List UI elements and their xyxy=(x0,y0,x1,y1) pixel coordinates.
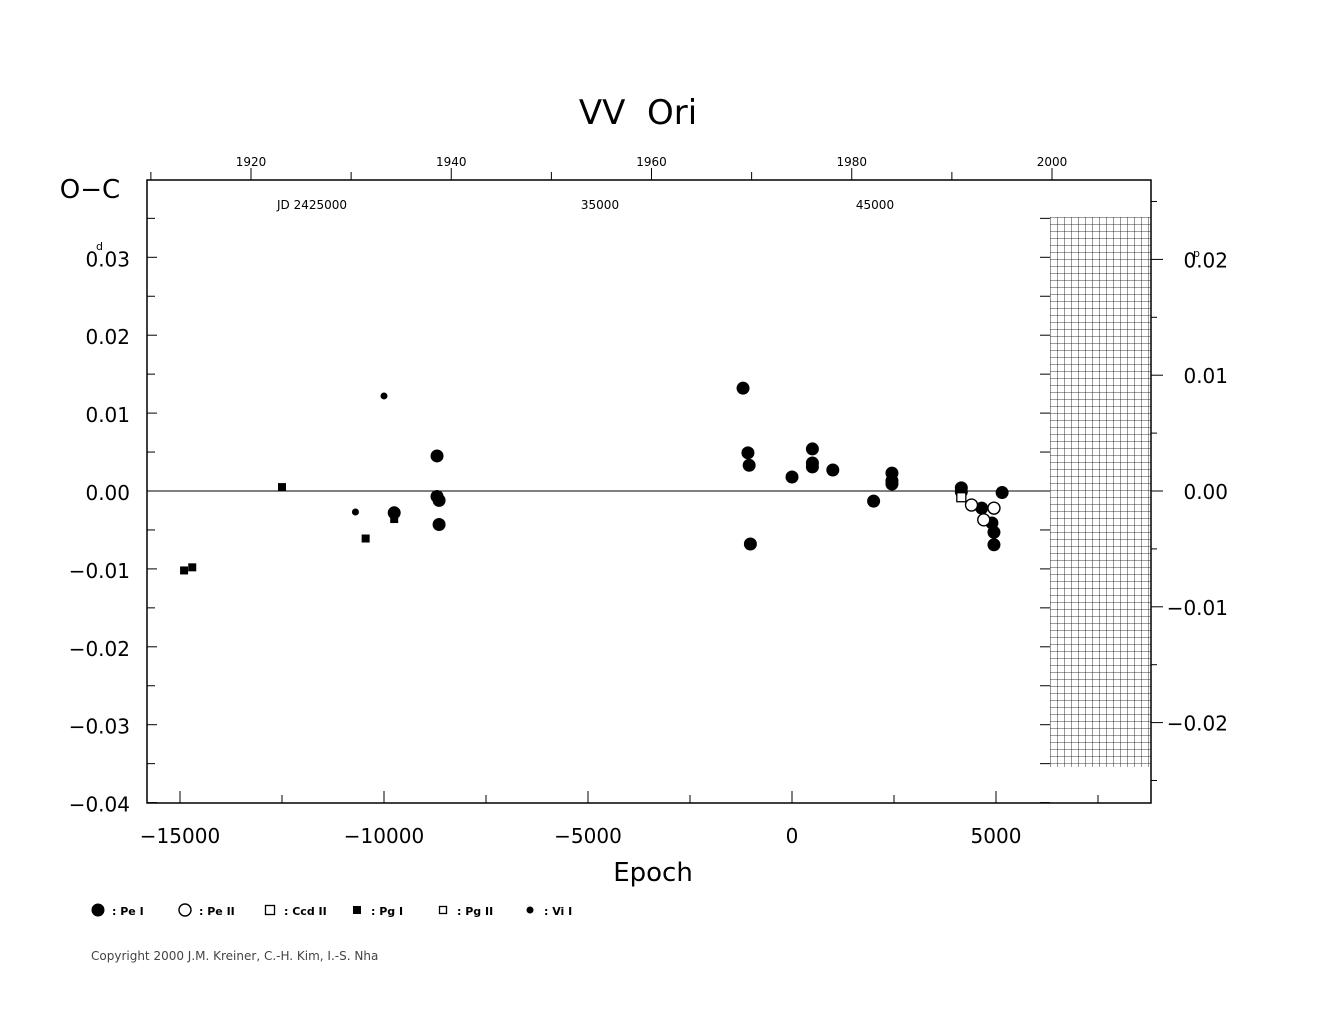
right-tick-label: 0.01 xyxy=(1183,364,1228,388)
right-unit-mark: p xyxy=(1193,247,1200,260)
data-point-pe-i xyxy=(826,463,840,477)
bottom-tick-label: 5000 xyxy=(971,824,1022,848)
labels-layer: 0.03 0.02 0.01 0.00 −0.01 −0.02 −0.03 −0.04 d 0.0… xyxy=(69,155,1228,848)
data-point-pe-i xyxy=(785,470,799,484)
top-year-label: 1980 xyxy=(836,155,867,169)
legend-entry: : Pg I xyxy=(353,905,403,918)
legend-symbol xyxy=(438,905,448,915)
left-tick-label: 0.02 xyxy=(85,325,130,349)
ticks-layer xyxy=(147,168,1163,804)
copyright-text: Copyright 2000 J.M. Kreiner, C.-H. Kim, … xyxy=(91,949,379,963)
data-point-pe-i xyxy=(885,477,899,491)
data-point-pe-i xyxy=(432,493,446,507)
data-point-pg-i xyxy=(188,563,197,572)
future-shade xyxy=(1050,217,1151,767)
left-tick-label: −0.04 xyxy=(69,793,130,817)
data-point-pe-ii xyxy=(987,501,1001,515)
right-tick-label: −0.01 xyxy=(1167,596,1228,620)
bottom-tick-label: −15000 xyxy=(140,824,220,848)
legend-entry: : Ccd II xyxy=(264,904,327,918)
bottom-tick-label: 0 xyxy=(786,824,799,848)
data-point-pe-i xyxy=(987,538,1001,552)
legend-label: : Pe I xyxy=(112,905,144,918)
bottom-tick-label: −10000 xyxy=(344,824,424,848)
y-axis-title: O−C xyxy=(60,175,120,205)
left-unit-mark: d xyxy=(96,240,103,253)
legend: : Pe I : Pe II : Ccd II : Pg I : Pg II : Vi I xyxy=(91,903,572,918)
data-point-vi-i xyxy=(380,392,388,400)
points-layer xyxy=(180,381,1009,575)
legend-label: : Pg I xyxy=(371,905,403,918)
top-year-label: 1920 xyxy=(236,155,267,169)
data-point-pg-i xyxy=(361,534,370,543)
data-point-pe-i xyxy=(741,446,755,460)
left-tick-label: 0.00 xyxy=(85,481,130,505)
jd-label: 35000 xyxy=(581,198,619,212)
top-year-label: 2000 xyxy=(1037,155,1068,169)
data-point-ccd-ii xyxy=(956,492,967,503)
jd-label: JD 2425000 xyxy=(276,198,347,212)
data-point-pg-i xyxy=(278,483,286,492)
x-axis-title: Epoch xyxy=(613,858,693,888)
data-point-pe-i xyxy=(736,381,750,395)
data-point-pe-i xyxy=(805,460,819,474)
data-point-pe-i xyxy=(987,525,1001,539)
data-point-pe-i xyxy=(975,501,989,515)
right-tick-label: 0.02 xyxy=(1183,248,1228,272)
data-point-pe-i xyxy=(743,537,757,551)
data-point-pe-i xyxy=(432,517,446,531)
legend-label: : Ccd II xyxy=(284,905,327,918)
legend-entry: : Pe I xyxy=(91,903,144,918)
legend-entry: : Vi I xyxy=(526,905,572,918)
chart-title: VV Ori xyxy=(579,93,697,133)
data-point-pg-i xyxy=(390,515,399,524)
top-year-label: 1960 xyxy=(636,155,667,169)
legend-symbol xyxy=(353,906,361,914)
legend-symbol xyxy=(178,903,192,917)
top-year-label: 1940 xyxy=(436,155,467,169)
data-point-pe-i xyxy=(430,449,444,463)
data-point-vi-i xyxy=(351,508,359,516)
legend-symbol xyxy=(91,903,105,917)
data-point-pe-i xyxy=(805,442,819,456)
right-tick-label: 0.00 xyxy=(1183,480,1228,504)
left-tick-label: 0.01 xyxy=(85,403,130,427)
data-point-pe-ii xyxy=(977,513,991,527)
left-tick-label: −0.03 xyxy=(69,715,130,739)
legend-symbol xyxy=(526,906,534,914)
legend-label: : Pg II xyxy=(457,905,493,918)
right-tick-label: −0.02 xyxy=(1167,712,1228,736)
data-point-pe-ii xyxy=(964,498,979,512)
left-tick-label: 0.03 xyxy=(85,247,130,271)
jd-label: 45000 xyxy=(856,198,894,212)
bottom-tick-label: −5000 xyxy=(554,824,622,848)
legend-entry: : Pg II xyxy=(438,905,493,918)
legend-label: : Vi I xyxy=(544,905,572,918)
data-point-pe-i xyxy=(867,494,881,508)
left-tick-label: −0.02 xyxy=(69,637,130,661)
legend-label: : Pe II xyxy=(199,905,235,918)
legend-symbol xyxy=(264,904,276,916)
legend-entry: : Pe II xyxy=(178,903,235,918)
data-point-pg-i xyxy=(180,566,189,575)
data-point-pe-i xyxy=(995,486,1009,500)
left-tick-label: −0.01 xyxy=(69,559,130,583)
data-point-pe-i xyxy=(742,458,756,472)
